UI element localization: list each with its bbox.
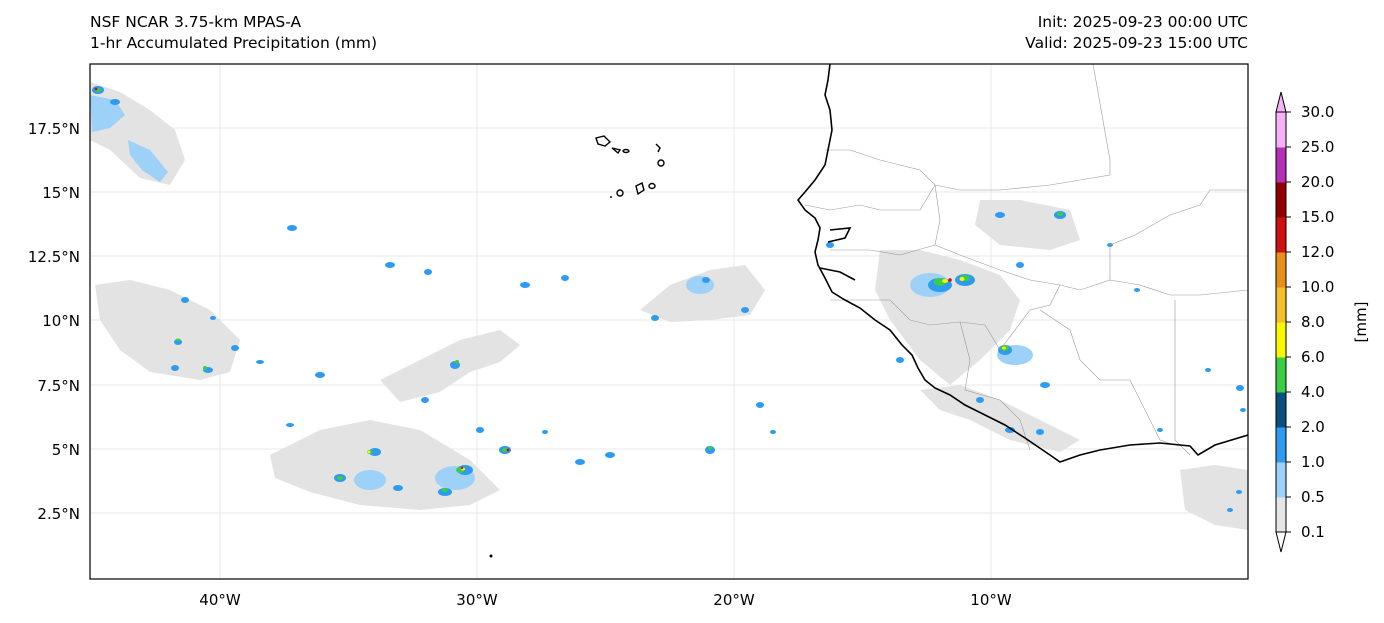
lon-label: 20°W (713, 591, 755, 609)
lon-label: 10°W (970, 591, 1012, 609)
lat-label: 17.5°N (28, 120, 80, 138)
latitude-labels: 17.5°N 15°N 12.5°N 10°N 7.5°N 5°N 2.5°N (28, 120, 80, 523)
colorbar-tick-label: 10.0 (1301, 278, 1334, 296)
colorbar-segment (1276, 322, 1286, 358)
convective-cells (92, 86, 1246, 512)
colorbar-tick-label: 4.0 (1301, 383, 1325, 401)
colorbar-tick-label: 0.1 (1301, 523, 1325, 541)
lat-label: 2.5°N (37, 505, 80, 523)
map-frame (89, 63, 1249, 580)
colorbar-segment (1276, 252, 1286, 288)
country-borders (804, 64, 1248, 456)
title-left: NSF NCAR 3.75-km MPAS-A 1-hr Accumulated… (90, 12, 377, 54)
colorbar-extend-max (1275, 91, 1287, 113)
field-title: 1-hr Accumulated Precipitation (mm) (90, 34, 377, 52)
lon-label: 30°W (456, 591, 498, 609)
colorbar-tick-label: 30.0 (1301, 103, 1334, 121)
cape-verde-islands (489, 135, 665, 558)
colorbar-tick-label: 1.0 (1301, 453, 1325, 471)
lon-label: 40°W (199, 591, 241, 609)
longitude-labels: 40°W 30°W 20°W 10°W (199, 591, 1012, 609)
lat-label: 12.5°N (28, 248, 80, 266)
colorbar-tick-labels: 0.1 0.5 1.0 2.0 4.0 6.0 8.0 10.0 12.0 15.0 20.0 25.… (1286, 103, 1334, 541)
coastline (796, 64, 1248, 463)
colorbar-unit-label: [mm] (1352, 302, 1370, 343)
model-title: NSF NCAR 3.75-km MPAS-A (90, 13, 302, 31)
colorbar-segment (1276, 392, 1286, 428)
colorbar-tick-label: 0.5 (1301, 488, 1325, 506)
init-time: Init: 2025-09-23 00:00 UTC (1037, 13, 1248, 31)
colorbar (1275, 91, 1287, 553)
colorbar-tick-label: 12.0 (1301, 243, 1334, 261)
colorbar-segment (1276, 497, 1286, 533)
colorbar-tick-label: 25.0 (1301, 138, 1334, 156)
colorbar-segment (1276, 147, 1286, 183)
lat-label: 5°N (52, 441, 80, 459)
colorbar-tick-label: 15.0 (1301, 208, 1334, 226)
colorbar-segment (1276, 217, 1286, 253)
valid-time: Valid: 2025-09-23 15:00 UTC (1025, 34, 1248, 52)
colorbar-tick-label: 20.0 (1301, 173, 1334, 191)
colorbar-segment (1276, 427, 1286, 463)
colorbar-segment (1276, 357, 1286, 393)
colorbar-segment (1276, 182, 1286, 218)
colorbar-extend-min (1275, 531, 1287, 553)
colorbar-tick-label: 6.0 (1301, 348, 1325, 366)
title-right: Init: 2025-09-23 00:00 UTC Valid: 2025-0… (1025, 12, 1248, 54)
colorbar-segment (1276, 112, 1286, 148)
lat-label: 10°N (42, 312, 80, 330)
colorbar-tick-label: 2.0 (1301, 418, 1325, 436)
colorbar-segment (1276, 287, 1286, 323)
light-precip-areas (90, 82, 1248, 530)
lat-label: 15°N (42, 184, 80, 202)
colorbar-segment (1276, 462, 1286, 498)
colorbar-tick-label: 8.0 (1301, 313, 1325, 331)
lat-label: 7.5°N (37, 377, 80, 395)
